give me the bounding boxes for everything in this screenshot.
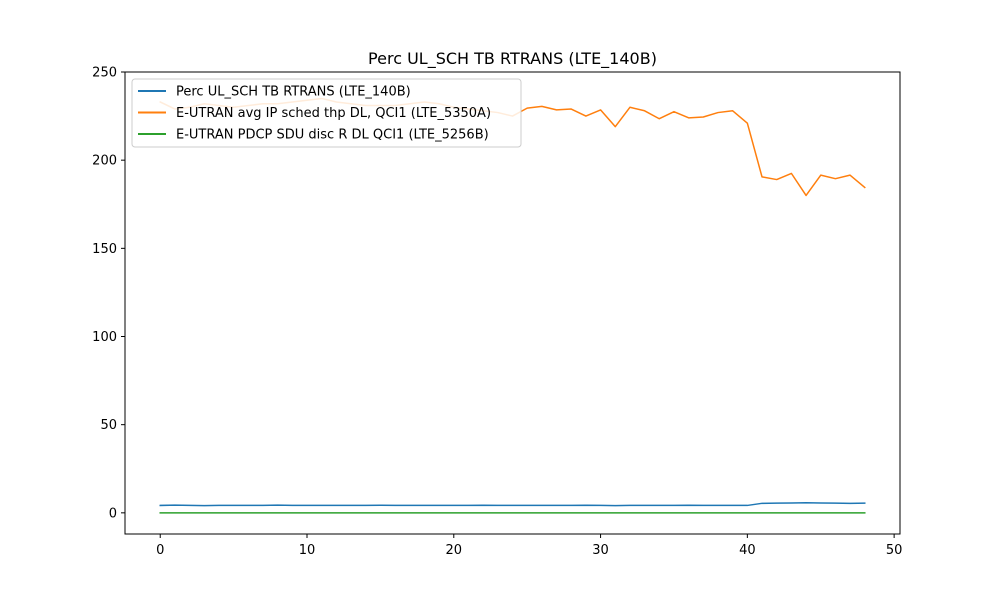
series-line-1 bbox=[159, 502, 866, 507]
y-tick-label: 150 bbox=[92, 242, 117, 257]
x-axis: 0 10 20 30 40 50 bbox=[156, 534, 902, 558]
y-tick-label: 50 bbox=[100, 418, 117, 433]
x-tick-label: 30 bbox=[592, 543, 609, 558]
legend: Perc UL_SCH TB RTRANS (LTE_140B) E-UTRAN … bbox=[131, 78, 522, 148]
y-tick-label: 0 bbox=[109, 506, 117, 521]
y-tick-label: 200 bbox=[92, 154, 117, 169]
y-tick-label: 250 bbox=[92, 66, 117, 81]
x-tick-label: 10 bbox=[299, 543, 316, 558]
x-tick-label: 20 bbox=[446, 543, 463, 558]
legend-box bbox=[131, 78, 522, 148]
chart-title: Perc UL_SCH TB RTRANS (LTE_140B) bbox=[368, 49, 657, 69]
y-tick-label: 100 bbox=[92, 330, 117, 345]
x-tick-label: 40 bbox=[739, 543, 756, 558]
legend-label-3: E-UTRAN PDCP SDU disc R DL QCI1 (LTE_525… bbox=[176, 128, 489, 143]
legend-label-1: Perc UL_SCH TB RTRANS (LTE_140B) bbox=[176, 85, 411, 100]
y-axis: 0 50 100 150 200 250 bbox=[92, 66, 125, 521]
legend-label-2: E-UTRAN avg IP sched thp DL, QCI1 (LTE_5… bbox=[176, 106, 491, 121]
x-tick-label: 50 bbox=[886, 543, 903, 558]
plot-frame bbox=[124, 71, 901, 535]
x-tick-label: 0 bbox=[156, 543, 164, 558]
